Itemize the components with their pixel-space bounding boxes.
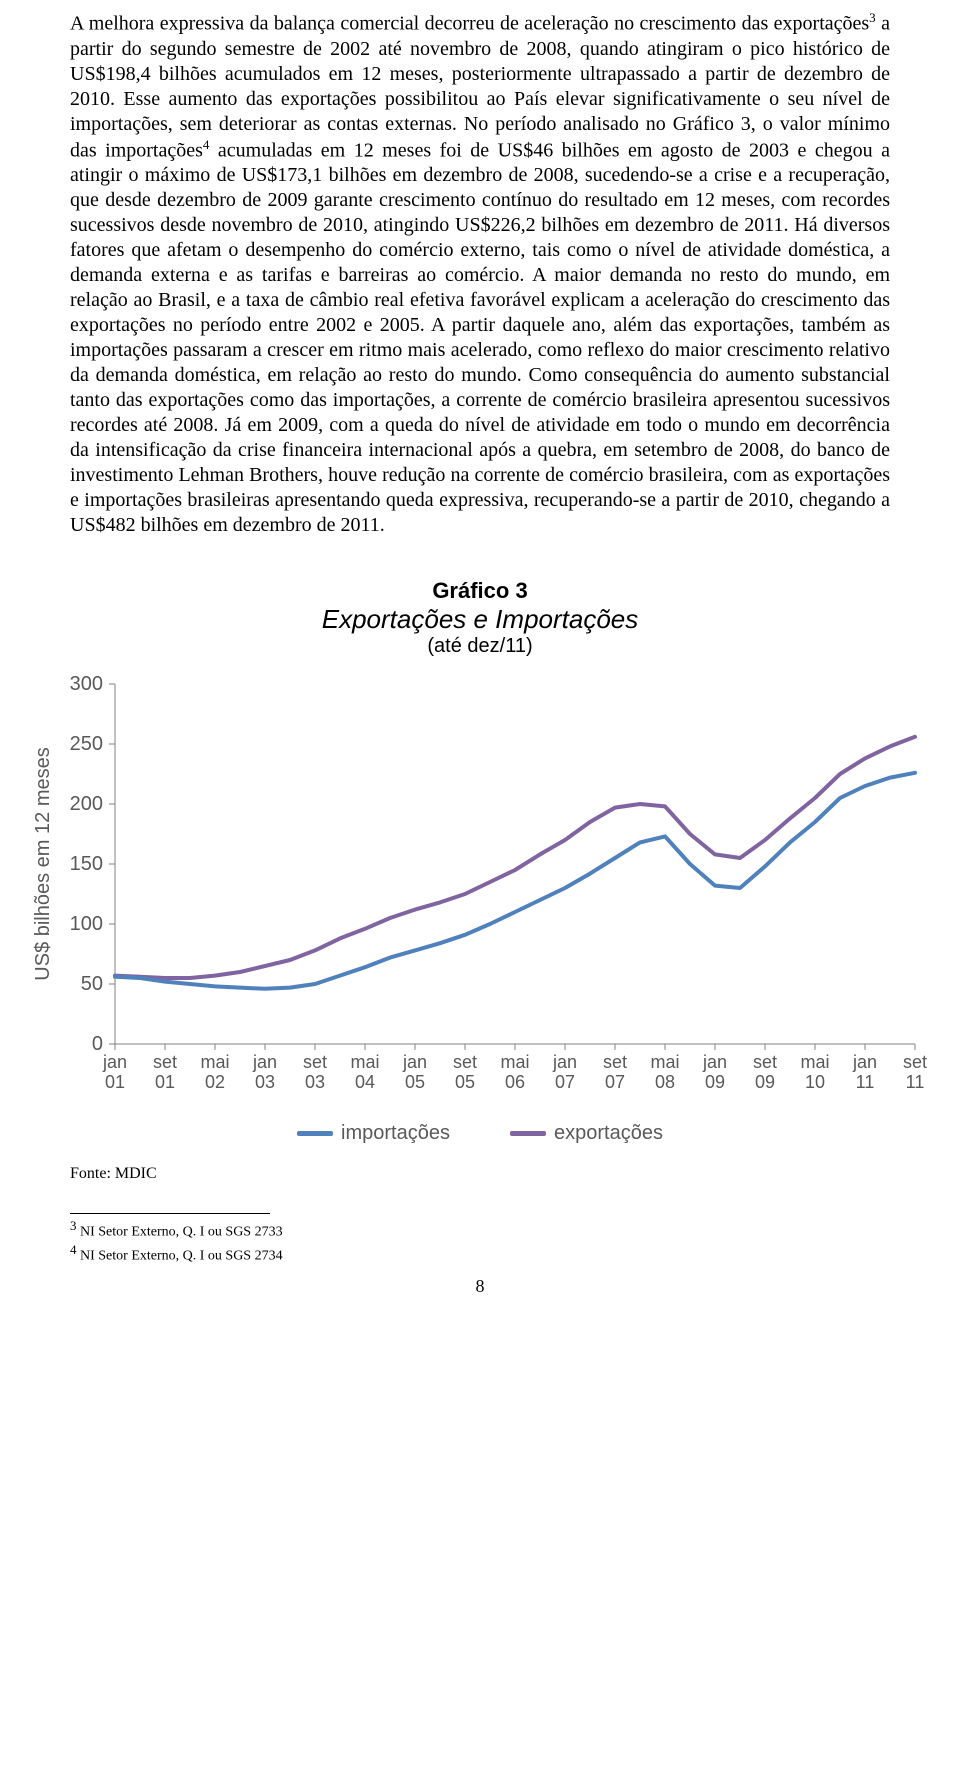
footnote-4-text: NI Setor Externo, Q. I ou SGS 2734 bbox=[77, 1249, 283, 1264]
svg-text:05: 05 bbox=[455, 1072, 475, 1092]
svg-text:06: 06 bbox=[505, 1072, 525, 1092]
chart-title-1: Gráfico 3 bbox=[322, 578, 639, 604]
svg-text:mai: mai bbox=[800, 1052, 829, 1072]
legend-label-importacoes: importações bbox=[341, 1122, 450, 1145]
svg-text:US$ bilhões em 12 meses: US$ bilhões em 12 meses bbox=[32, 748, 54, 981]
svg-text:mai: mai bbox=[350, 1052, 379, 1072]
svg-text:mai: mai bbox=[500, 1052, 529, 1072]
chart-title-3: (até dez/11) bbox=[322, 635, 639, 658]
svg-text:set: set bbox=[603, 1052, 627, 1072]
svg-text:03: 03 bbox=[255, 1072, 275, 1092]
svg-text:jan: jan bbox=[702, 1052, 727, 1072]
svg-text:08: 08 bbox=[655, 1072, 675, 1092]
legend-item-exportacoes: exportações bbox=[510, 1122, 663, 1145]
svg-text:set: set bbox=[753, 1052, 777, 1072]
svg-text:04: 04 bbox=[355, 1072, 375, 1092]
chart-title-2: Exportações e Importações bbox=[322, 604, 639, 635]
footnotes: 3 NI Setor Externo, Q. I ou SGS 2733 4 N… bbox=[70, 1218, 890, 1266]
legend-swatch-importacoes bbox=[297, 1131, 333, 1136]
paragraph-part-3: acumuladas em 12 meses foi de US$46 bilh… bbox=[70, 139, 890, 536]
svg-text:50: 50 bbox=[81, 973, 103, 995]
legend-item-importacoes: importações bbox=[297, 1122, 450, 1145]
source-line: Fonte: MDIC bbox=[70, 1165, 890, 1183]
svg-text:05: 05 bbox=[405, 1072, 425, 1092]
svg-text:jan: jan bbox=[402, 1052, 427, 1072]
svg-text:01: 01 bbox=[105, 1072, 125, 1092]
paragraph-part-1: A melhora expressiva da balança comercia… bbox=[70, 13, 869, 35]
chart-container: Gráfico 3 Exportações e Importações (até… bbox=[70, 578, 890, 1145]
svg-text:mai: mai bbox=[650, 1052, 679, 1072]
svg-text:07: 07 bbox=[605, 1072, 625, 1092]
svg-text:set: set bbox=[303, 1052, 327, 1072]
svg-text:09: 09 bbox=[705, 1072, 725, 1092]
page-container: A melhora expressiva da balança comercia… bbox=[0, 0, 960, 1327]
svg-text:03: 03 bbox=[305, 1072, 325, 1092]
svg-text:300: 300 bbox=[70, 673, 103, 695]
chart-svg: 050100150200250300jan01set01mai02jan03se… bbox=[25, 664, 935, 1114]
svg-text:250: 250 bbox=[70, 733, 103, 755]
svg-text:10: 10 bbox=[805, 1072, 825, 1092]
svg-text:07: 07 bbox=[555, 1072, 575, 1092]
legend: importações exportações bbox=[297, 1122, 663, 1145]
footnote-3: 3 NI Setor Externo, Q. I ou SGS 2733 bbox=[70, 1218, 890, 1242]
svg-text:0: 0 bbox=[92, 1033, 103, 1055]
legend-label-exportacoes: exportações bbox=[554, 1122, 663, 1145]
footnote-separator bbox=[70, 1213, 270, 1214]
svg-text:mai: mai bbox=[200, 1052, 229, 1072]
svg-text:200: 200 bbox=[70, 793, 103, 815]
svg-text:09: 09 bbox=[755, 1072, 775, 1092]
footnote-4: 4 NI Setor Externo, Q. I ou SGS 2734 bbox=[70, 1242, 890, 1266]
svg-text:jan: jan bbox=[252, 1052, 277, 1072]
svg-text:01: 01 bbox=[155, 1072, 175, 1092]
svg-text:11: 11 bbox=[856, 1072, 875, 1092]
svg-text:set: set bbox=[903, 1052, 927, 1072]
svg-text:150: 150 bbox=[70, 853, 103, 875]
svg-text:set: set bbox=[153, 1052, 177, 1072]
svg-text:jan: jan bbox=[852, 1052, 877, 1072]
svg-text:11: 11 bbox=[906, 1072, 925, 1092]
svg-text:jan: jan bbox=[102, 1052, 127, 1072]
svg-text:02: 02 bbox=[205, 1072, 225, 1092]
chart-titles: Gráfico 3 Exportações e Importações (até… bbox=[322, 578, 639, 658]
page-number: 8 bbox=[70, 1276, 890, 1297]
footnote-3-text: NI Setor Externo, Q. I ou SGS 2733 bbox=[77, 1225, 283, 1240]
main-paragraph: A melhora expressiva da balança comercia… bbox=[70, 10, 890, 538]
svg-text:100: 100 bbox=[70, 913, 103, 935]
legend-swatch-exportacoes bbox=[510, 1131, 546, 1136]
svg-text:set: set bbox=[453, 1052, 477, 1072]
svg-text:jan: jan bbox=[552, 1052, 577, 1072]
